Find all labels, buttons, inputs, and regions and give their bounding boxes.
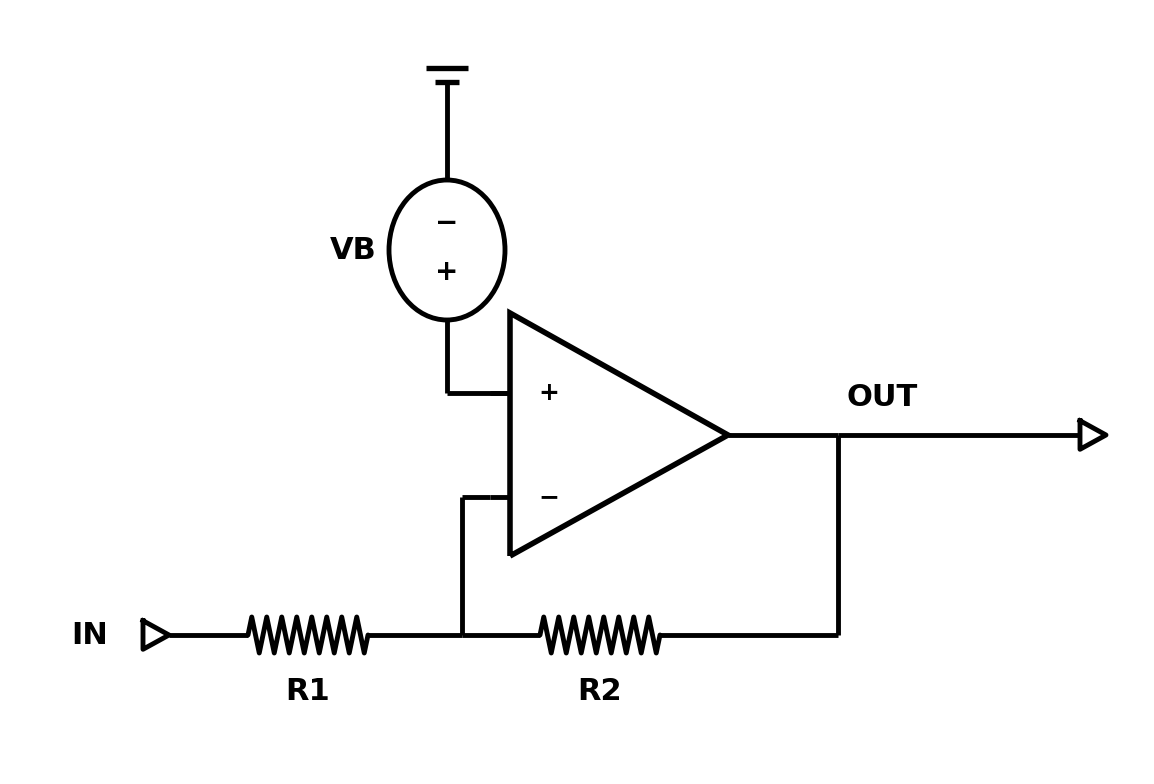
- Text: VB: VB: [330, 235, 377, 264]
- Text: +: +: [538, 381, 559, 405]
- Text: R1: R1: [286, 677, 330, 706]
- Text: +: +: [435, 259, 458, 286]
- Text: IN: IN: [72, 620, 108, 649]
- Text: OUT: OUT: [846, 383, 917, 412]
- Text: −: −: [538, 485, 559, 509]
- Text: −: −: [435, 209, 458, 238]
- Text: R2: R2: [578, 677, 622, 706]
